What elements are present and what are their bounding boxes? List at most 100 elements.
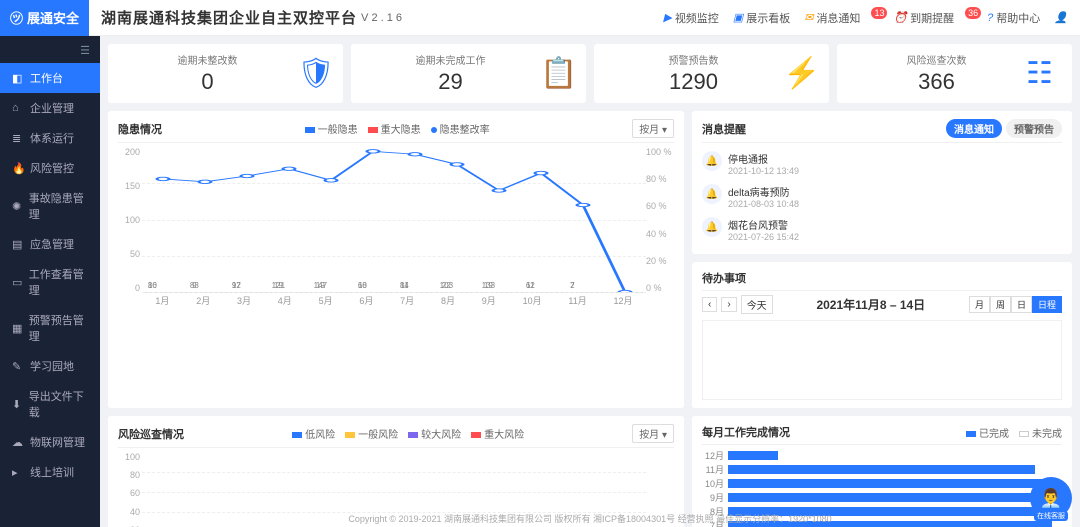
calendar-body: [702, 320, 1062, 400]
nav-导出文件下载[interactable]: ⬇导出文件下载: [0, 381, 100, 427]
bell-icon: 🔔: [702, 184, 722, 204]
cal-view[interactable]: 日: [1011, 296, 1032, 313]
msg-time: 2021-10-12 13:49: [728, 166, 799, 176]
footer: Copyright © 2019-2021 湖南展通科技集团有限公司 版权所有 …: [100, 512, 1080, 525]
cal-view[interactable]: 月: [969, 296, 990, 313]
nav-label: 事故隐患管理: [29, 190, 88, 222]
msg-time: 2021-07-26 15:42: [728, 232, 799, 242]
bell-icon: 🔔: [702, 151, 722, 171]
kpi-value: 366: [847, 69, 1026, 95]
nav-学习园地[interactable]: ✎ 学习园地: [0, 351, 100, 381]
hbar-row: 9月: [702, 491, 1062, 504]
panel-title: 消息提醒: [702, 121, 746, 137]
nav-icon: ✎: [12, 360, 24, 372]
nav-icon: ≣: [12, 132, 24, 144]
cal-today[interactable]: 今天: [741, 295, 773, 314]
support-avatar[interactable]: 👨‍💼在线客服: [1030, 477, 1072, 519]
msg-time: 2021-08-03 10:48: [728, 199, 799, 209]
nav-label: 线上培训: [30, 464, 74, 480]
msg-item[interactable]: 🔔 delta病毒预防2021-08-03 10:48: [702, 180, 1062, 213]
period-select[interactable]: 按月 ▾: [632, 119, 674, 138]
page-title: 湖南展通科技集团企业自主双控平台: [101, 7, 357, 28]
nav-预警预告管理[interactable]: ▦预警预告管理: [0, 305, 100, 351]
msg-title: 停电通报: [728, 151, 799, 166]
legend-item: 重大风险: [471, 426, 524, 441]
nav-icon: ▸: [12, 466, 24, 478]
nav-icon: ▭: [12, 276, 23, 288]
nav-应急管理[interactable]: ▤应急管理: [0, 229, 100, 259]
hbar-row: 10月: [702, 477, 1062, 490]
legend-item: 一般风险: [345, 426, 398, 441]
hbar-row: 12月: [702, 449, 1062, 462]
nav-企业管理[interactable]: ⌂企业管理: [0, 93, 100, 123]
nav-label: 物联网管理: [30, 434, 85, 450]
version: V 2 . 1 6: [361, 12, 402, 24]
topnav-视频监控[interactable]: ▶视频监控: [663, 10, 718, 26]
kpi-value: 1290: [604, 69, 783, 95]
legend-item: 重大隐患: [368, 121, 421, 136]
cal-view[interactable]: 周: [990, 296, 1011, 313]
msg-tab[interactable]: 消息通知: [946, 119, 1002, 138]
brand-logo: ㋡ 展通安全: [0, 0, 89, 36]
panel-messages: 消息提醒 消息通知预警预告 🔔 停电通报2021-10-12 13:49 🔔 delt…: [692, 111, 1072, 254]
topnav-帮助中心[interactable]: ?帮助中心: [987, 10, 1040, 26]
nav-体系运行[interactable]: ≣ 体系运行: [0, 123, 100, 153]
panel-hazards: 隐患情况 一般隐患重大隐患隐患整改率 按月 ▾ 200150100500100 …: [108, 111, 684, 408]
topbar: ㋡ 展通安全 湖南展通科技集团企业自主双控平台 V 2 . 1 6 ▶视频监控 ▣…: [0, 0, 1080, 36]
kpi-clip: 逾期未完成工作 29📋: [351, 44, 586, 103]
kpi-label: 逾期未完成工作: [361, 52, 540, 67]
topnav-到期提醒[interactable]: ⏰到期提醒36: [893, 10, 973, 26]
nav-风险管控[interactable]: 🔥 风险管控: [0, 153, 100, 183]
cal-view[interactable]: 日程: [1032, 296, 1062, 313]
nav-label: 工作台: [30, 70, 63, 86]
kpi-label: 预警预告数: [604, 52, 783, 67]
nav-icon: ✺: [12, 200, 23, 212]
nav-label: 工作查看管理: [29, 266, 88, 298]
hbar-row: 11月: [702, 463, 1062, 476]
nav-icon: ▦: [12, 322, 23, 334]
nav-icon: 🔥: [12, 162, 24, 174]
msg-item[interactable]: 🔔烟花台风预警2021-07-26 15:42: [702, 213, 1062, 246]
nav-label: 学习园地: [30, 358, 74, 374]
sidebar: ☰ ◧工作台⌂企业管理 ≣ 体系运行 🔥 风险管控 ✺ 事故隐患管理 ▤应急管理 ▭ 工作查看管理…: [0, 36, 100, 527]
cal-prev[interactable]: ‹: [702, 297, 717, 312]
panel-title: 每月工作完成情况: [702, 424, 790, 440]
menu-toggle-icon[interactable]: ☰: [0, 42, 100, 63]
topnav-user[interactable]: 👤: [1054, 10, 1068, 26]
msg-title: 烟花台风预警: [728, 217, 799, 232]
nav-label: 体系运行: [30, 130, 74, 146]
topnav-消息通知[interactable]: ✉消息通知13: [804, 10, 879, 26]
nav-工作台[interactable]: ◧工作台: [0, 63, 100, 93]
cal-next[interactable]: ›: [721, 297, 736, 312]
legend-item: 隐患整改率: [431, 121, 490, 136]
legend-item: 较大风险: [408, 426, 461, 441]
nav-label: 应急管理: [30, 236, 74, 252]
panel-calendar: 待办事项 ‹ › 今天 2021年11月8 – 14日 月周日日程: [692, 262, 1072, 408]
nav-icon: ☁: [12, 436, 24, 448]
shield-icon: 🛡: [297, 56, 333, 92]
msg-tab[interactable]: 预警预告: [1006, 119, 1062, 138]
clip-icon: 📋: [540, 56, 576, 92]
legend-item: 低风险: [292, 426, 335, 441]
kpi-label: 风险巡查次数: [847, 52, 1026, 67]
kpi-bolt: 预警预告数1290⚡: [594, 44, 829, 103]
main: 逾期未整改数0🛡逾期未完成工作29📋预警预告数1290⚡风险巡查次数366☷ 隐…: [100, 36, 1080, 527]
nav-icon: ⬇: [12, 398, 23, 410]
nav-icon: ⌂: [12, 102, 24, 114]
period-select[interactable]: 按月 ▾: [632, 424, 674, 443]
legend-item: 已完成: [966, 425, 1009, 440]
topnav-展示看板[interactable]: ▣展示看板: [733, 10, 790, 26]
nav-事故隐患管理[interactable]: ✺ 事故隐患管理: [0, 183, 100, 229]
brand-text: 展通安全: [27, 8, 79, 27]
nav-工作查看管理[interactable]: ▭ 工作查看管理: [0, 259, 100, 305]
kpi-shield: 逾期未整改数0🛡: [108, 44, 343, 103]
legend-item: 未完成: [1019, 425, 1062, 440]
msg-title: delta病毒预防: [728, 184, 799, 199]
panel-title: 隐患情况: [118, 121, 162, 137]
nav-label: 风险管控: [30, 160, 74, 176]
hazard-chart: 200150100500100 %80 %60 %40 %20 %0 %8610…: [118, 147, 674, 307]
kpi-value: 29: [361, 69, 540, 95]
nav-线上培训[interactable]: ▸ 线上培训: [0, 457, 100, 487]
nav-物联网管理[interactable]: ☁ 物联网管理: [0, 427, 100, 457]
msg-item[interactable]: 🔔 停电通报2021-10-12 13:49: [702, 147, 1062, 180]
